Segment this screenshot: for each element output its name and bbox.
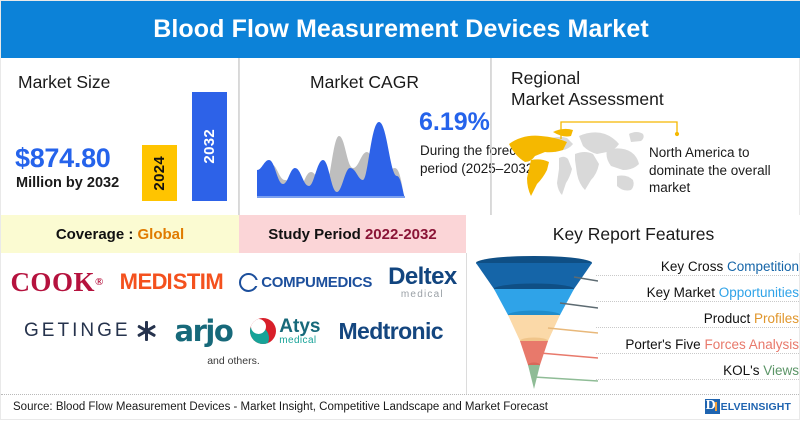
compumedics-circle-icon [239,272,261,292]
logo-arjo-text: arjo [174,314,234,348]
feature-4-black: KOL's [723,363,764,378]
logo-deltex: Deltex medical [388,262,457,300]
market-size-bar-chart: 2024 2032 [1,58,239,201]
market-size-panel: Market Size $874.80 Million by 2032 2024… [1,58,239,215]
header-banner: Blood Flow Measurement Devices Market [1,1,800,58]
logo-row-1: COOK ® MED I STIM COMPUMEDICS Deltex medical [1,259,466,305]
key-report-features-title: Key Report Features [552,223,715,244]
feature-dotline-5 [596,379,800,380]
regional-title: Regional Market Assessment [511,68,664,110]
delveinsight-d-icon [704,398,720,414]
logo-deltex-sub: medical [400,288,444,300]
logo-compumedics: COMPUMEDICS [239,272,373,292]
study-period-value: 2022-2032 [364,225,437,243]
logo-atys-sub: medical [279,334,317,346]
divider-panel-1 [239,58,240,215]
world-map-icon [509,128,644,196]
bar-2024-label: 2024 [151,155,168,191]
bar-2024: 2024 [142,145,177,201]
regional-title-line1: Regional [511,68,581,88]
feature-0-black: Key Cross [660,259,727,274]
market-size-subtitle: Million by 2032 [16,175,120,191]
cagr-area-chart [257,122,405,198]
key-report-features-band: Key Report Features [466,215,800,253]
market-size-title: Market Size [18,72,111,92]
feature-dotline-3 [596,327,800,328]
feature-0-accent: Competition [726,259,799,274]
logo-getinge: GETINGE [24,320,157,342]
delveinsight-text: ELVEINSIGHT [720,400,791,413]
feature-2-black: Product [703,311,754,326]
divider-panel-2 [491,58,492,215]
map-connector-line [560,121,680,139]
logo-arjo: arjo [174,314,234,348]
market-cagr-title: Market CAGR [310,72,419,92]
logo-medtronic-text: Medtronic [338,317,443,344]
study-period-band: Study Period 2022-2032 [239,215,466,253]
feature-1-accent: Opportunities [718,285,799,300]
logo-deltex-text: Deltex [388,262,457,290]
logo-cook: COOK ® [10,267,103,298]
study-period-label: Study Period [268,225,365,243]
delveinsight-logo: ELVEINSIGHT [704,398,791,414]
feature-item-key-market-opportunities: Key Market Opportunities [594,285,799,300]
company-logos: COOK ® MED I STIM COMPUMEDICS Deltex medical… [1,253,466,393]
regional-title-line2: Market Assessment [511,89,664,109]
market-size-value: $874.80 [15,143,111,173]
regional-note: North America to dominate the overall ma… [649,145,771,195]
logo-atys: Atys medical [250,317,320,346]
feature-dotline-1 [596,275,800,276]
bar-2032: 2032 [192,92,227,201]
logo-getinge-text: GETINGE [24,320,131,341]
market-cagr-value: 6.19% [419,108,490,136]
logo-atys-text: Atys [279,315,321,337]
feature-3-black: Porter's Five [625,337,705,352]
source-text: Source: Blood Flow Measurement Devices -… [13,401,548,413]
coverage-label: Coverage : [55,225,138,243]
divider-lower [466,253,467,394]
funnel-chart [476,256,598,389]
feature-item-kols-views: KOL's Views [594,363,799,378]
getinge-star-icon [137,321,157,341]
feature-item-porters-five-forces: Porter's Five Forces Analysis [594,337,799,352]
footer: Source: Blood Flow Measurement Devices -… [1,394,800,421]
regional-panel: Regional Market Assessment [491,58,800,215]
page-title: Blood Flow Measurement Devices Market [153,15,649,43]
top-panels: Market Size $874.80 Million by 2032 2024… [1,58,800,215]
and-others-note: and others. [207,355,260,367]
feature-dotline-2 [596,301,800,302]
atys-circle-icon [250,318,277,344]
logo-medistim: MED I STIM [119,269,224,294]
feature-1-black: Key Market [646,285,719,300]
logo-compumedics-text: COMPUMEDICS [261,273,373,291]
market-cagr-panel: Market CAGR 6.19% During the forecast pe… [239,58,538,215]
feature-dotline-4 [596,353,800,354]
feature-item-product-profiles: Product Profiles [594,311,799,326]
bar-2032-label: 2032 [201,129,218,164]
key-features-funnel: Key Cross Competition Key Market Opportu… [466,253,800,393]
logo-cook-trademark: ® [94,276,104,288]
logo-medtronic: Medtronic [338,318,443,345]
coverage-band: Coverage : Global [1,215,239,253]
logo-row-2: GETINGE arjo Atys medical Medtronic [1,308,466,354]
study-period-text: Study Period 2022-2032 [268,226,436,243]
logo-cook-text: COOK [10,266,95,297]
feature-labels: Key Cross Competition Key Market Opportu… [596,255,800,391]
logo-medistim-swash: I [167,269,173,294]
coverage-value: Global [137,225,185,243]
feature-4-accent: Views [763,363,799,378]
feature-3-accent: Forces Analysis [704,337,799,352]
feature-2-accent: Profiles [753,311,799,326]
feature-item-key-cross-competition: Key Cross Competition [594,259,799,274]
coverage-text: Coverage : Global [56,226,184,243]
market-cagr-subtitle: During the forecast period (2025–2032) [420,143,538,176]
